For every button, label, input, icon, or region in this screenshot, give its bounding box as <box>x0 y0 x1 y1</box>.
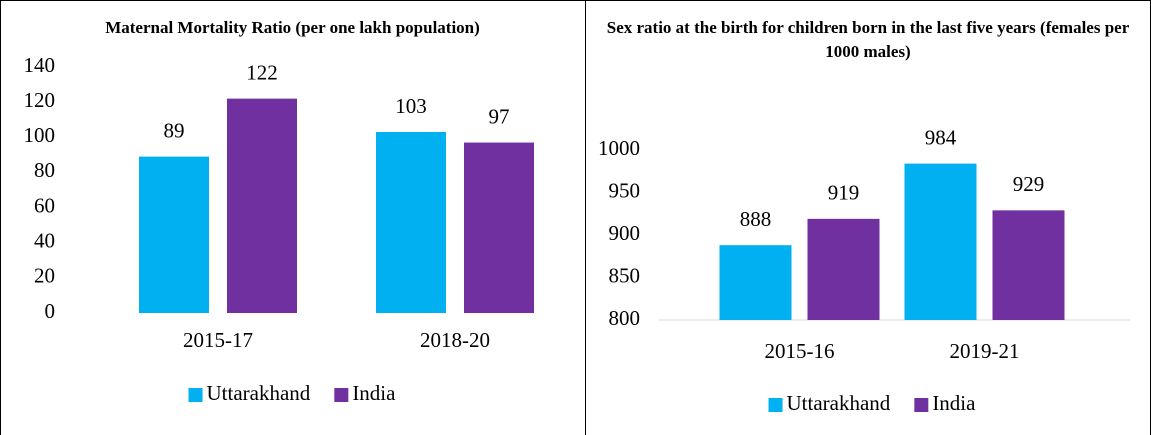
bar <box>719 245 792 320</box>
bar <box>139 156 209 313</box>
x-tick-label: 2018-20 <box>420 328 490 352</box>
y-tick-label: 850 <box>609 263 641 287</box>
legend-swatch <box>188 388 203 402</box>
x-tick-label: 2015-17 <box>183 328 253 352</box>
y-tick-label: 80 <box>34 158 55 182</box>
x-tick-label: 2015-16 <box>765 339 835 363</box>
bar <box>807 218 880 320</box>
data-label: 984 <box>925 125 957 149</box>
y-tick-label: 60 <box>34 193 55 217</box>
y-tick-label: 0 <box>45 299 56 323</box>
bar <box>464 142 534 313</box>
bar <box>227 98 297 313</box>
data-label: 97 <box>489 104 510 128</box>
data-label: 929 <box>1013 172 1045 196</box>
data-label: 89 <box>164 118 185 142</box>
legend-label: India <box>352 381 396 405</box>
y-tick-label: 950 <box>609 178 641 202</box>
y-tick-label: 1000 <box>598 136 640 160</box>
y-tick-label: 20 <box>34 264 55 288</box>
y-tick-label: 140 <box>24 53 56 77</box>
y-tick-label: 900 <box>609 221 641 245</box>
y-tick-label: 800 <box>609 306 641 330</box>
data-label: 103 <box>395 94 427 118</box>
y-tick-label: 40 <box>34 229 55 253</box>
legend-swatch <box>768 398 783 412</box>
data-label: 122 <box>246 60 278 84</box>
x-tick-label: 2019-21 <box>950 339 1020 363</box>
chart-title: Maternal Mortality Ratio (per one lakh p… <box>105 18 480 37</box>
legend-label: Uttarakhand <box>207 381 311 405</box>
legend-swatch <box>914 398 929 412</box>
legend-label: India <box>932 391 976 415</box>
chart-title: Sex ratio at the birth for children born… <box>606 18 1130 61</box>
cell-divider <box>585 0 586 435</box>
data-label: 888 <box>740 207 772 231</box>
legend-swatch <box>334 388 349 402</box>
y-tick-label: 100 <box>24 123 56 147</box>
legend-label: Uttarakhand <box>787 391 891 415</box>
data-label: 919 <box>828 181 860 205</box>
bar <box>904 163 977 320</box>
bar <box>992 210 1065 320</box>
bar <box>376 132 446 313</box>
y-tick-label: 120 <box>24 88 56 112</box>
